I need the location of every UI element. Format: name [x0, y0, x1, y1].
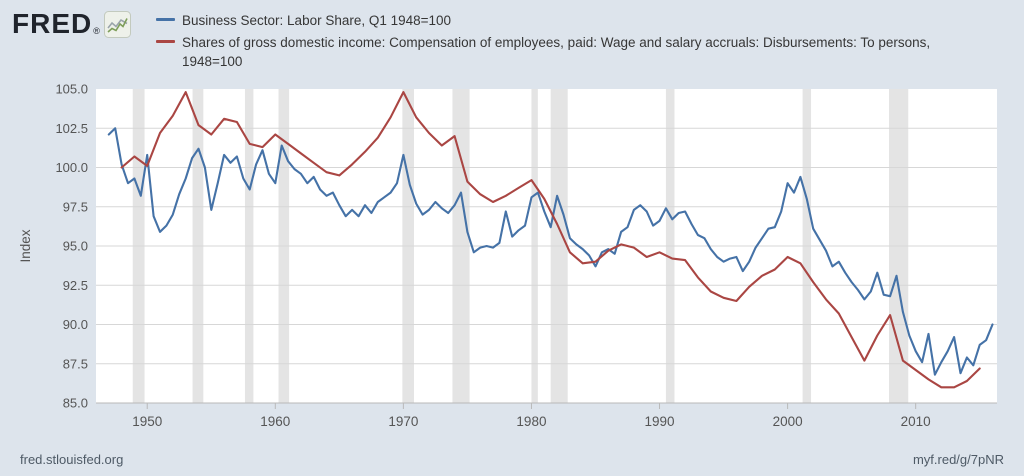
y-tick-label: 100.0	[55, 160, 88, 175]
series-lines	[107, 91, 994, 389]
fred-logo[interactable]: FRED ®	[12, 10, 150, 38]
legend-item-labor-share: Business Sector: Labor Share, Q1 1948=10…	[156, 11, 982, 30]
fred-sparkline-icon	[103, 10, 131, 38]
legend-item-compensation-share: Shares of gross domestic income: Compens…	[156, 33, 982, 71]
y-tick-label: 92.5	[63, 278, 88, 293]
y-tick-label: 102.5	[55, 121, 88, 136]
x-tick-label: 2010	[901, 414, 931, 429]
x-axis-labels: 1950 1960 1970 1980 1990 2000 2010	[132, 403, 931, 429]
legend-line-swatch-blue	[156, 18, 175, 21]
y-tick-label: 87.5	[63, 356, 88, 371]
labor-share-line-chart[interactable]: 85.0 87.5 90.0 92.5 95.0 97.5 100.0 102.5 105.0 1…	[0, 78, 1024, 440]
y-tick-label: 90.0	[63, 317, 88, 332]
y-tick-label: 85.0	[63, 396, 88, 411]
chart-legend: Business Sector: Labor Share, Q1 1948=10…	[156, 11, 982, 74]
x-tick-label: 1960	[260, 414, 290, 429]
fred-logo-registered-mark: ®	[93, 26, 100, 36]
fred-site-link[interactable]: fred.stlouisfed.org	[20, 452, 124, 467]
y-tick-label: 97.5	[63, 199, 88, 214]
y-axis-title: Index	[18, 229, 33, 262]
compensation-share-line	[120, 91, 981, 389]
legend-label-labor-share: Business Sector: Labor Share, Q1 1948=10…	[182, 13, 452, 28]
x-tick-label: 2000	[773, 414, 803, 429]
fred-logo-text: FRED	[12, 8, 93, 39]
chart-header: FRED ® Business Sector: Labor Share, Q1 …	[12, 8, 1014, 74]
x-tick-label: 1950	[132, 414, 162, 429]
legend-label-compensation-share: Shares of gross domestic income: Compens…	[182, 35, 931, 69]
y-tick-label: 95.0	[63, 239, 88, 254]
labor-share-line	[107, 127, 994, 376]
gridlines	[96, 127, 997, 365]
x-tick-label: 1970	[388, 414, 418, 429]
x-tick-label: 1980	[516, 414, 546, 429]
y-axis-labels: 85.0 87.5 90.0 92.5 95.0 97.5 100.0 102.5 105.0	[55, 82, 88, 411]
legend-line-swatch-red	[156, 40, 175, 43]
graph-short-link[interactable]: myf.red/g/7pNR	[912, 452, 1004, 467]
x-tick-label: 1990	[645, 414, 675, 429]
y-tick-label: 105.0	[55, 82, 88, 97]
